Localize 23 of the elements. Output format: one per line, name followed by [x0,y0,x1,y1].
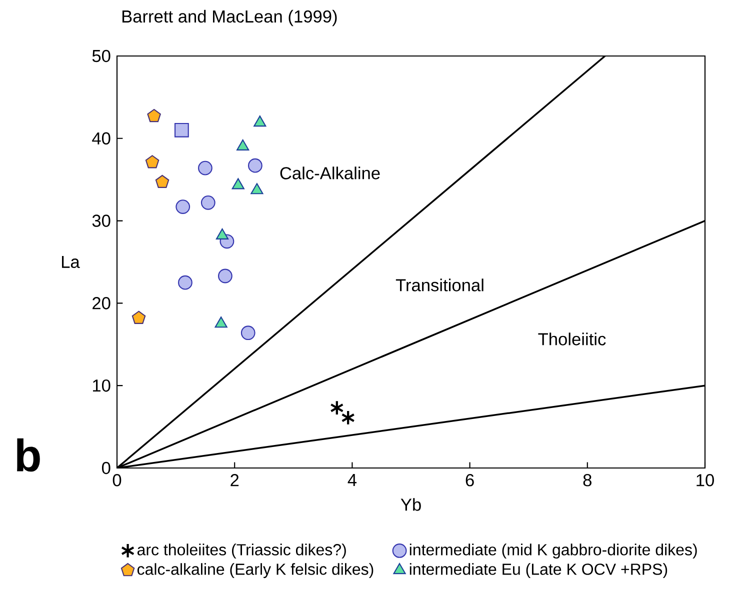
x-tick-label: 6 [466,474,474,486]
x-tick-label: 4 [348,474,357,486]
annotation: Calc-Alkaline [280,166,380,180]
text: b [17,438,40,472]
x-tick-label: 10 [696,474,714,486]
x-tick-label: 0 [112,474,122,486]
annotation: Transitional [396,278,484,292]
x-axis-title: Yb [400,498,421,511]
legend-label: arc tholeiites (Triassic dikes?) [137,544,346,559]
chart-title: Barrett and MacLean (1999) [122,10,337,26]
y-tick-label: 40 [92,132,110,145]
annotation: Tholeiitic [538,332,606,346]
x-tick-label: 2 [230,474,239,486]
y-tick-label: 30 [92,214,110,227]
y-tick-label: 10 [93,379,110,392]
y-tick-label: 20 [92,297,110,310]
x-tick-label: 8 [583,474,592,486]
y-tick-label: 50 [92,50,110,62]
y-axis-title: La [62,256,80,268]
legend-label: intermediate Eu (Late K OCV +RPS) [410,563,668,578]
legend-label: intermediate (mid K gabbro-diorite dikes) [410,544,697,559]
legend-label: calc-alkaline (Early K felsic dikes) [137,563,374,578]
y-tick-label: 0 [102,462,110,474]
